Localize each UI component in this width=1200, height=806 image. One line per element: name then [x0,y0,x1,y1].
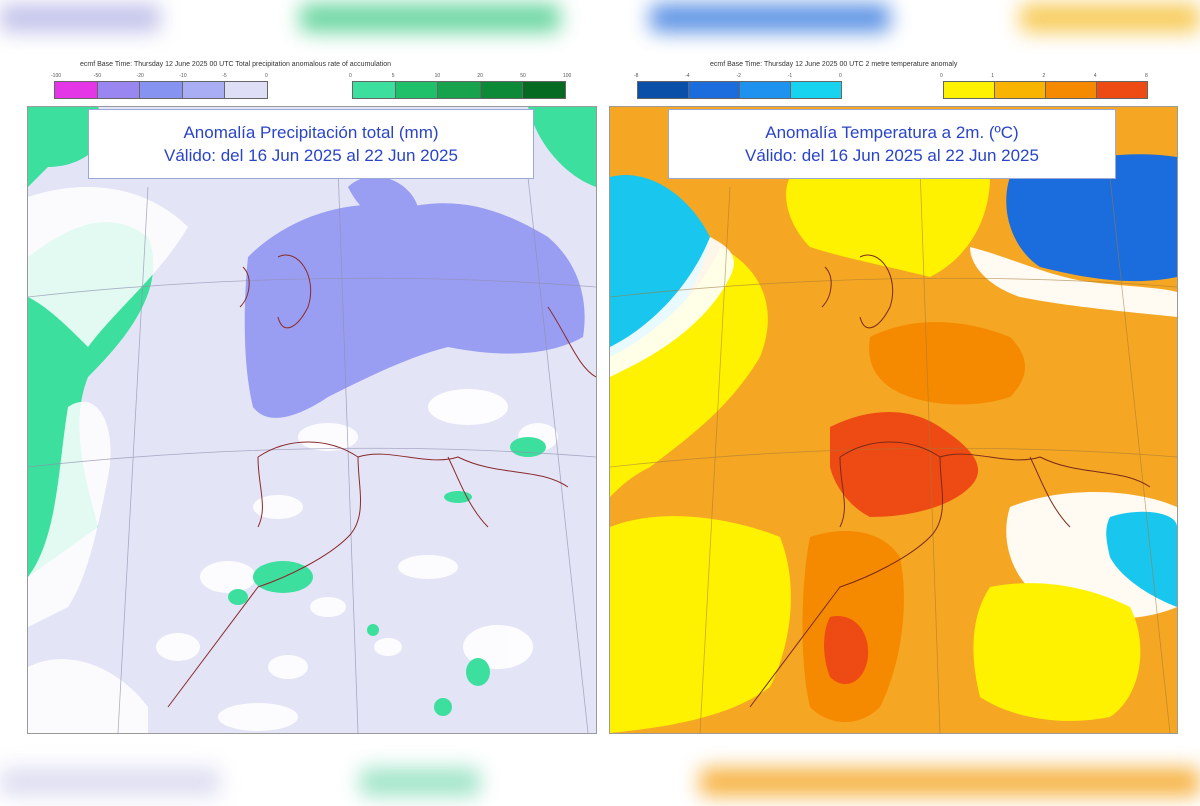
precip-negative-tick-label: -50 [93,73,102,79]
north-africa-hot-core [824,616,869,685]
temp-warm-colorbar [943,81,1148,99]
temp-warm-tick-label: 8 [1145,73,1148,79]
temp-warm-colorbar-segment [1097,82,1147,98]
scattered-near-normal-patches [156,389,558,731]
temp-cold-tick-label: 0 [839,73,842,79]
precip-positive-colorbar [352,81,566,99]
precip-positive-tick-label: 50 [520,73,526,79]
temp-warm-tick-label: 4 [1093,73,1097,79]
precip-negative-colorbar-segment [225,82,267,98]
coastlines [167,254,596,708]
iberia-hot-core [830,412,979,517]
temp-warm-colorbar-segment [944,82,995,98]
precip-negative-tick-label: -5 [222,73,227,79]
precip-positive-colorbar-segment [438,82,481,98]
north-atlantic-wet-zone [28,107,105,187]
temp-map-title: Anomalía Temperatura a 2m. (ºC) Válido: … [668,109,1116,179]
temp-cold-colorbar-segment [638,82,689,98]
temperature-anomaly-map: Anomalía Temperatura a 2m. (ºC) Válido: … [609,106,1178,734]
localized-wet-spots [228,437,546,716]
precip-negative-tick-label: -100 [51,73,62,79]
precip-title-line1: Anomalía Precipitación total (mm) [183,123,439,142]
precip-positive-colorbar-segment [353,82,396,98]
north-sea-mild-zone [786,169,990,277]
north-sea-dry-anomaly [348,176,418,221]
temp-cold-colorbar [637,81,842,99]
precipitation-map-graphic [28,107,596,733]
atlantic-mild-band [610,247,768,497]
precipitation-anomaly-map: Anomalía Precipitación total (mm) Válido… [27,106,597,734]
temp-cold-tick-label: -8 [634,73,639,79]
eastern-med-cold-anomaly [1106,511,1177,607]
precip-negative-tick-label: -10 [179,73,187,79]
precip-positive-tick-label: 100 [563,73,572,79]
precip-positive-tick-label: 5 [391,73,395,79]
temperature-map-graphic [610,107,1177,733]
temp-cold-colorbar-segment [740,82,791,98]
near-normal-strip-northeast [970,247,1177,317]
atlantic-cold-anomaly [610,175,710,357]
near-normal-band-south [28,659,148,733]
temp-warm-tick-label: 1 [991,73,995,79]
temp-graticule-lines [610,166,1177,733]
near-normal-band-west [28,401,111,627]
scandinavia-wet-zone [528,107,596,187]
blurred-background-bottom [0,758,1200,806]
temp-warm-colorbar-segment [1046,82,1097,98]
precip-caption: ecmf Base Time: Thursday 12 June 2025 00… [80,61,392,68]
precip-negative-colorbar-segment [97,82,141,98]
temp-cold-tick-label: -1 [787,73,793,79]
temp-title-line1: Anomalía Temperatura a 2m. (ºC) [765,123,1019,142]
temp-title-line2: Válido: del 16 Jun 2025 al 22 Jun 2025 [745,146,1039,165]
precip-negative-colorbar-segment [55,82,98,98]
precip-negative-tick-label: -20 [136,73,144,79]
near-normal-band-north [28,187,188,347]
precip-negative-colorbar-segment [140,82,183,98]
precip-positive-colorbar-segment [480,82,524,98]
temp-warm-tick-label: 2 [1042,73,1046,79]
precip-negative-colorbar-segment [182,82,226,98]
temp-warm-colorbar-segment [995,82,1046,98]
blurred-background-top [0,0,1200,42]
precip-map-title: Anomalía Precipitación total (mm) Válido… [88,109,534,179]
temp-cold-tick-label: -4 [685,73,690,79]
temp-coastlines [749,254,1151,708]
precip-title-line2: Válido: del 16 Jun 2025 al 22 Jun 2025 [164,146,458,165]
precip-positive-tick-label: 10 [434,73,441,79]
precip-negative-colorbar [54,81,268,99]
near-normal-strip-northwest [610,237,734,377]
scandinavia-cold-anomaly [1006,154,1177,282]
temp-cold-tick-label: -2 [736,73,741,79]
precip-positive-tick-label: 0 [349,73,352,79]
france-warm-zone [869,322,1025,405]
precip-positive-colorbar-segment [523,82,565,98]
eastern-med-mild-zone [973,583,1141,721]
temp-cold-colorbar-segment [791,82,841,98]
precip-positive-tick-label: 20 [477,73,483,79]
europe-dry-anomaly [244,203,585,418]
temp-caption: ecmf Base Time: Thursday 12 June 2025 00… [710,61,958,68]
precip-positive-colorbar-segment [395,82,439,98]
temp-warm-tick-label: 0 [940,73,943,79]
precip-negative-tick-label: 0 [265,73,268,79]
subtropical-mild-zone [610,516,791,733]
temp-cold-colorbar-segment [689,82,740,98]
